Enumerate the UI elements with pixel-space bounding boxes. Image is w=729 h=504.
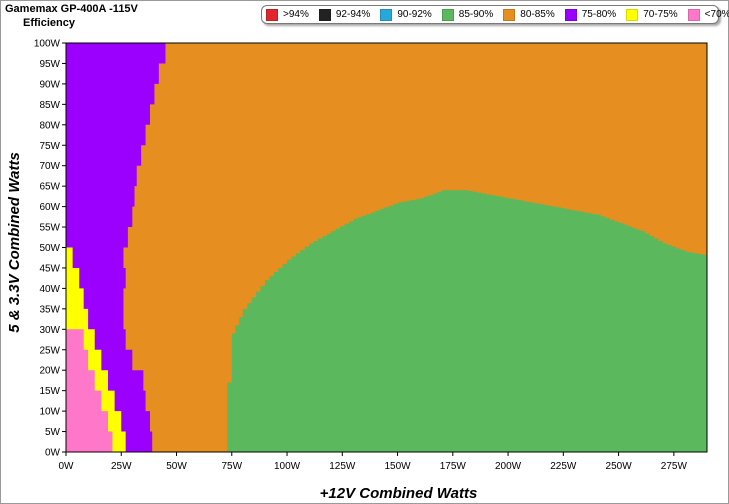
x-tick-label: 175W: [440, 461, 467, 472]
chart-legend: >94% 92-94% 90-92% 85-90% 80-85% 75-80% 70-75%…: [261, 5, 729, 24]
y-axis-title: 5 & 3.3V Combined Watts: [6, 152, 23, 333]
x-tick-label: 100W: [274, 461, 301, 472]
y-tick-label: 40W: [39, 284, 60, 295]
x-tick-label: 0W: [59, 461, 75, 472]
legend-swatch: [380, 8, 393, 21]
y-tick-label: 80W: [39, 120, 60, 131]
legend-swatch: [564, 8, 577, 21]
legend-label: 75-80%: [581, 9, 617, 20]
y-tick-label: 5W: [45, 427, 61, 438]
chart-title: Gamemax GP-400A -115V: [5, 3, 138, 15]
legend-swatch: [687, 8, 700, 21]
y-tick-label: 70W: [39, 161, 60, 172]
legend-label: 85-90%: [458, 9, 494, 20]
x-tick-label: 250W: [606, 461, 633, 472]
x-tick-label: 150W: [384, 461, 411, 472]
legend-item: 92-94%: [318, 8, 371, 21]
x-tick-label: 200W: [495, 461, 522, 472]
y-tick-label: 20W: [39, 366, 60, 377]
legend-label: <70%: [704, 9, 729, 20]
chart-title-block: Gamemax GP-400A -115V Efficiency: [5, 2, 138, 30]
x-tick-label: 25W: [111, 461, 132, 472]
y-tick-label: 60W: [39, 202, 60, 213]
y-tick-label: 65W: [39, 182, 60, 193]
y-tick-label: 15W: [39, 386, 60, 397]
legend-swatch: [626, 8, 639, 21]
y-tick-label: 55W: [39, 223, 60, 234]
x-tick-label: 125W: [329, 461, 356, 472]
x-tick-label: 75W: [221, 461, 242, 472]
x-tick-label: 275W: [661, 461, 688, 472]
y-tick-label: 25W: [39, 345, 60, 356]
x-tick-label: 225W: [550, 461, 577, 472]
legend-item: 90-92%: [380, 8, 432, 21]
legend-swatch: [266, 8, 278, 21]
legend-label: 70-75%: [643, 9, 678, 20]
y-tick-label: 95W: [39, 59, 60, 70]
y-tick-label: 75W: [39, 141, 60, 152]
y-tick-label: 100W: [34, 39, 61, 50]
y-tick-label: 0W: [45, 448, 61, 459]
legend-item: 70-75%: [626, 8, 678, 21]
y-tick-label: 50W: [39, 243, 60, 254]
legend-label: 90-92%: [397, 9, 432, 20]
legend-label: >94%: [283, 9, 309, 20]
chart-subtitle: Efficiency: [23, 17, 75, 29]
y-tick-label: 30W: [39, 325, 60, 336]
legend-item: <70%: [687, 8, 729, 21]
legend-label: 92-94%: [335, 9, 371, 20]
y-tick-label: 45W: [39, 263, 60, 274]
heatmap-region-3: [225, 190, 707, 453]
y-tick-label: 85W: [39, 100, 60, 111]
legend-item: 75-80%: [564, 8, 617, 21]
legend-swatch: [318, 8, 331, 21]
y-tick-label: 35W: [39, 304, 60, 315]
legend-item: 85-90%: [441, 8, 494, 21]
x-axis-title: +12V Combined Watts: [320, 485, 478, 502]
x-tick-label: 50W: [166, 461, 187, 472]
legend-item: 80-85%: [503, 8, 555, 21]
legend-item: >94%: [266, 8, 309, 21]
y-tick-label: 90W: [39, 79, 60, 90]
legend-label: 80-85%: [520, 9, 555, 20]
legend-swatch: [441, 8, 454, 21]
heatmap-region-2: [66, 329, 113, 452]
legend-swatch: [503, 8, 516, 21]
y-tick-label: 10W: [39, 407, 60, 418]
